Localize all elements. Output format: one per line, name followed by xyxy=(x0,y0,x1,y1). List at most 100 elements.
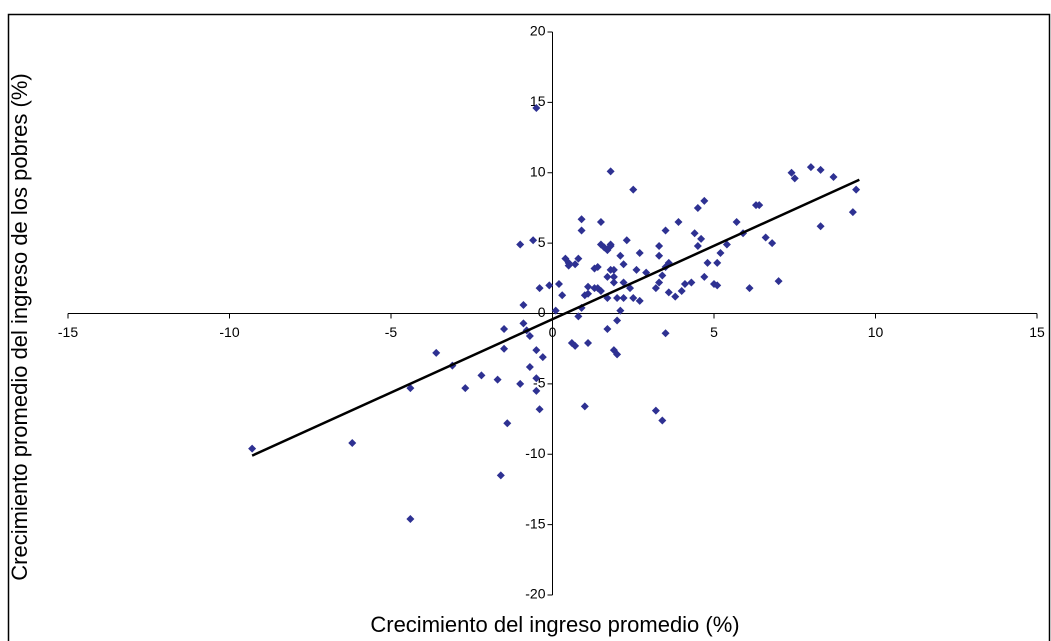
scatter-point xyxy=(529,236,538,245)
scatter-point xyxy=(787,168,796,177)
scatter-point xyxy=(816,165,825,174)
scatter-point xyxy=(593,263,602,272)
scatter-point xyxy=(622,236,631,245)
y-axis-title: Crecimiento promedio del ingreso de los … xyxy=(7,73,32,580)
scatter-point xyxy=(651,284,660,293)
scatter-point xyxy=(713,281,722,290)
trend-line xyxy=(251,178,860,457)
scatter-point xyxy=(609,272,618,281)
scatter-point xyxy=(577,215,586,224)
scatter-point xyxy=(806,163,815,172)
y-tick-label: 15 xyxy=(530,93,546,109)
scatter-point xyxy=(613,350,622,359)
scatter-point xyxy=(596,218,605,227)
scatter-point xyxy=(609,265,618,274)
scatter-point xyxy=(680,279,689,288)
scatter-point xyxy=(713,258,722,267)
scatter-point xyxy=(406,514,415,523)
scatter-point xyxy=(661,226,670,235)
x-tick-label: 5 xyxy=(710,324,718,340)
scatter-point xyxy=(700,196,709,205)
scatter-point xyxy=(774,277,783,286)
scatter-point xyxy=(700,272,709,281)
scatter-point xyxy=(603,272,612,281)
scatter-point xyxy=(629,294,638,303)
scatter-point xyxy=(848,208,857,217)
scatter-point xyxy=(616,306,625,315)
scatter-point xyxy=(606,167,615,176)
scatter-point xyxy=(664,288,673,297)
x-tick-label: 0 xyxy=(549,324,557,340)
y-tick-label: -15 xyxy=(525,515,545,531)
scatter-point xyxy=(580,402,589,411)
y-tick-label: -10 xyxy=(525,445,545,461)
scatter-point xyxy=(619,260,628,269)
scatter-point xyxy=(658,416,667,425)
scatter-point xyxy=(532,374,541,383)
scatter-point xyxy=(693,203,702,212)
scatter-point xyxy=(690,229,699,238)
scatter-point xyxy=(571,260,580,269)
scatter-point xyxy=(525,332,534,341)
scatter-point xyxy=(761,233,770,242)
scatter-point xyxy=(716,248,725,257)
scatter-point xyxy=(574,312,583,321)
scatter-point xyxy=(768,239,777,248)
y-tick-label: -20 xyxy=(525,586,545,602)
scatter-point xyxy=(745,284,754,293)
scatter-point xyxy=(500,344,509,353)
scatter-point xyxy=(551,306,560,315)
scatter-point xyxy=(564,261,573,270)
scatter-point xyxy=(632,265,641,274)
scatter-point xyxy=(532,104,541,113)
x-tick-label: 15 xyxy=(1029,324,1045,340)
scatter-point xyxy=(722,240,731,249)
scatter-point xyxy=(619,294,628,303)
scatter-point xyxy=(519,301,528,310)
x-tick-label: -10 xyxy=(219,324,239,340)
x-tick-label: -15 xyxy=(58,324,78,340)
scatter-point xyxy=(554,279,563,288)
scatter-point xyxy=(655,278,664,287)
scatter-point xyxy=(693,241,702,250)
scatter-point xyxy=(596,286,605,295)
x-axis-title: Crecimiento del ingreso promedio (%) xyxy=(370,612,739,637)
scatter-point xyxy=(500,324,509,333)
scatter-point xyxy=(584,282,593,291)
scatter-point xyxy=(613,316,622,325)
scatter-point xyxy=(545,281,554,290)
scatter-point xyxy=(655,241,664,250)
scatter-point xyxy=(609,278,618,287)
scatter-point xyxy=(603,324,612,333)
scatter-point xyxy=(525,362,534,371)
x-tick-label: 10 xyxy=(868,324,884,340)
scatter-point xyxy=(538,353,547,362)
scatter-point xyxy=(651,406,660,415)
scatter-point xyxy=(616,251,625,260)
scatter-point xyxy=(496,471,505,480)
scatter-point xyxy=(532,386,541,395)
scatter-point xyxy=(535,284,544,293)
scatter-point xyxy=(661,329,670,338)
scatter-point xyxy=(613,294,622,303)
scatter-point xyxy=(635,296,644,305)
scatter-point xyxy=(671,292,680,301)
scatter-point xyxy=(558,291,567,300)
scatter-point xyxy=(629,185,638,194)
y-tick-label: 20 xyxy=(530,23,546,39)
chart-frame xyxy=(7,13,1051,641)
scatter-point xyxy=(516,240,525,249)
scatter-point xyxy=(755,201,764,210)
scatter-point xyxy=(406,384,415,393)
scatter-point xyxy=(461,384,470,393)
scatter-point xyxy=(532,346,541,355)
scatter-point xyxy=(732,218,741,227)
scatter-point xyxy=(606,241,615,250)
scatter-point xyxy=(535,405,544,414)
scatter-point xyxy=(655,251,664,260)
scatter-point xyxy=(687,278,696,287)
scatter-point xyxy=(574,254,583,263)
scatter-point xyxy=(493,375,502,384)
scatter-point xyxy=(852,185,861,194)
